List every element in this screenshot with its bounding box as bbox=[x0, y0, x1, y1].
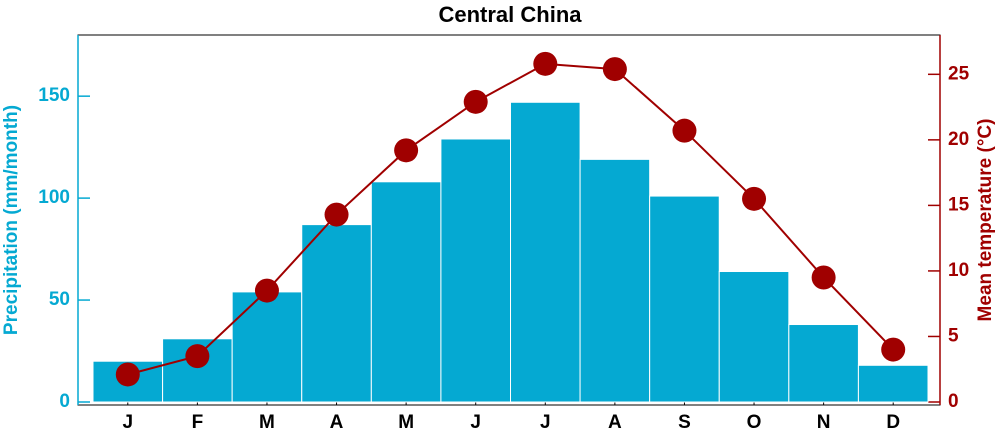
y-tick-label: 150 bbox=[38, 85, 70, 106]
bar bbox=[440, 138, 511, 403]
x-tick-label: O bbox=[747, 412, 762, 433]
bar bbox=[718, 271, 790, 403]
y2-tick-label: 10 bbox=[948, 260, 969, 281]
x-tick-label: M bbox=[259, 412, 275, 433]
y2-tick-label: 5 bbox=[948, 325, 959, 346]
x-tick-label: M bbox=[398, 412, 414, 433]
temperature-marker bbox=[881, 337, 906, 362]
x-tick-label: J bbox=[540, 412, 551, 433]
x-tick-label: F bbox=[192, 412, 204, 433]
bar bbox=[370, 181, 442, 403]
y2-tick-label: 20 bbox=[948, 129, 969, 150]
temperature-marker bbox=[115, 362, 140, 387]
temperature-marker bbox=[533, 51, 558, 76]
temperature-marker bbox=[324, 202, 349, 227]
temperature-line bbox=[127, 62, 894, 376]
x-tick-label: D bbox=[886, 412, 900, 433]
y-axis-label: Precipitation (mm/month) bbox=[1, 105, 22, 335]
y2-tick-label: 0 bbox=[948, 391, 959, 412]
temperature-marker bbox=[602, 57, 627, 82]
bar bbox=[231, 291, 303, 403]
x-tick-label: N bbox=[817, 412, 831, 433]
y2-tick-label: 25 bbox=[948, 63, 970, 84]
bar bbox=[857, 364, 929, 403]
chart-title: Central China bbox=[438, 2, 582, 27]
y-tick-label: 50 bbox=[49, 289, 70, 310]
y2-tick-label: 15 bbox=[948, 194, 970, 215]
y-tick-label: 0 bbox=[59, 391, 70, 412]
x-tick-label: J bbox=[123, 412, 134, 433]
x-tick-label: S bbox=[678, 412, 691, 433]
y-tick-label: 100 bbox=[38, 187, 70, 208]
temperature-marker bbox=[672, 118, 697, 143]
y2-axis-label: Mean temperature (°C) bbox=[975, 119, 996, 322]
temperature-marker bbox=[394, 138, 419, 163]
bar bbox=[510, 101, 581, 403]
bar bbox=[788, 324, 859, 403]
temperature-marker bbox=[185, 344, 210, 369]
temperature-marker bbox=[463, 89, 488, 114]
temperature-marker bbox=[254, 278, 279, 303]
bar bbox=[301, 224, 372, 403]
bar bbox=[649, 195, 720, 403]
temperature-marker bbox=[811, 265, 836, 290]
x-tick-label: A bbox=[330, 412, 344, 433]
bar bbox=[579, 158, 651, 403]
x-tick-label: A bbox=[608, 412, 622, 433]
x-tick-label: J bbox=[470, 412, 481, 433]
temperature-marker bbox=[742, 186, 767, 211]
